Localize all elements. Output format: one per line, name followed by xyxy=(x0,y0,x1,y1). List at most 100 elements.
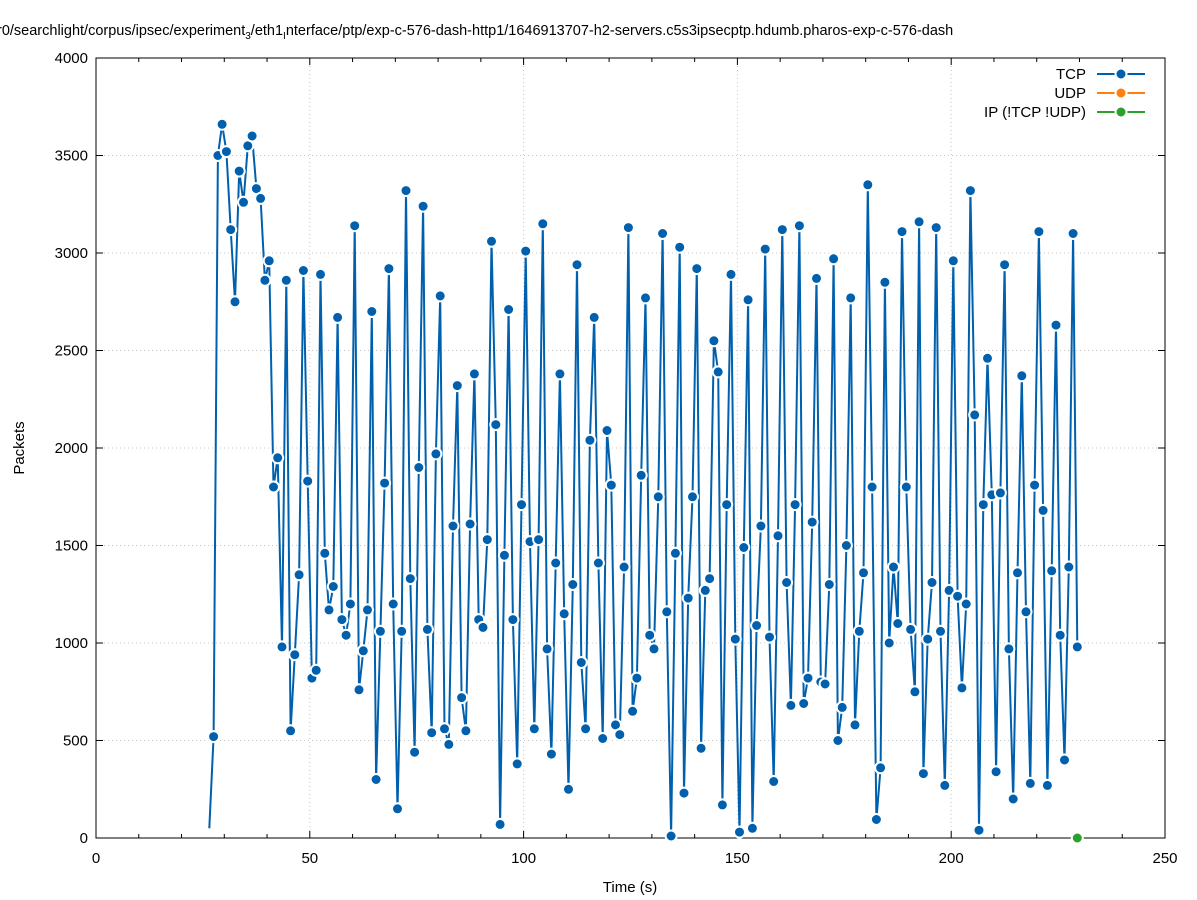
data-point xyxy=(506,613,520,627)
legend-marker xyxy=(1114,86,1128,100)
legend-label: IP (!TCP !UDP) xyxy=(984,104,1086,121)
data-point xyxy=(656,227,670,240)
data-point xyxy=(848,718,862,732)
data-point xyxy=(827,252,841,266)
data-point xyxy=(861,178,875,192)
data-point xyxy=(844,291,858,305)
data-point xyxy=(378,476,392,490)
y-tick-label: 3500 xyxy=(55,148,88,165)
chart-title-subscript-i: I xyxy=(283,31,286,42)
data-point xyxy=(715,798,729,812)
data-point xyxy=(553,367,567,381)
x-tick-label: 250 xyxy=(1152,850,1177,867)
data-point xyxy=(314,267,327,281)
data-point xyxy=(643,628,657,642)
data-point xyxy=(720,498,734,512)
data-point xyxy=(219,145,233,159)
data-point xyxy=(446,519,460,533)
data-point xyxy=(455,691,469,705)
data-point xyxy=(288,648,302,662)
data-point xyxy=(690,262,704,276)
series-layer xyxy=(207,117,1084,845)
data-point xyxy=(1070,640,1084,654)
data-point xyxy=(963,184,977,198)
data-point xyxy=(733,825,746,839)
data-point xyxy=(1066,227,1080,240)
data-point xyxy=(527,722,541,736)
chart-title-mid: /eth1 xyxy=(251,23,283,39)
data-point xyxy=(403,572,417,586)
data-point xyxy=(1040,778,1054,792)
data-point xyxy=(361,603,374,617)
data-point xyxy=(908,685,922,699)
legend-label: UDP xyxy=(1054,85,1086,102)
data-point xyxy=(373,624,387,638)
data-point xyxy=(489,418,503,432)
data-point xyxy=(420,622,434,636)
x-tick-label: 200 xyxy=(939,850,964,867)
data-point xyxy=(544,747,558,761)
series-line xyxy=(208,123,1079,837)
x-axis-label: Time (s) xyxy=(603,879,657,896)
data-point xyxy=(331,310,345,324)
data-point xyxy=(707,334,721,348)
data-point xyxy=(968,408,982,422)
data-point xyxy=(797,697,811,710)
data-point xyxy=(467,367,481,381)
data-point xyxy=(955,681,969,695)
data-point xyxy=(583,433,597,447)
data-point xyxy=(562,782,575,796)
series-ip-tcp-udp xyxy=(1070,831,1084,845)
data-point xyxy=(335,613,349,627)
data-point xyxy=(780,576,794,589)
y-tick-label: 1000 xyxy=(55,635,88,652)
data-point xyxy=(254,191,268,205)
data-point xyxy=(1053,628,1067,642)
data-point xyxy=(694,741,708,755)
data-point xyxy=(438,722,451,736)
data-point xyxy=(284,724,298,738)
data-point xyxy=(993,486,1007,500)
y-tick-label: 2500 xyxy=(55,343,88,360)
legend-label: TCP xyxy=(1056,66,1086,83)
data-point xyxy=(835,700,849,714)
data-point xyxy=(972,823,986,837)
data-point xyxy=(673,240,687,254)
data-point xyxy=(215,117,229,131)
data-point xyxy=(591,556,605,570)
data-point xyxy=(818,677,832,691)
data-point xyxy=(912,215,926,229)
data-point xyxy=(822,578,836,591)
data-point xyxy=(463,517,477,531)
data-point xyxy=(677,786,691,800)
data-point xyxy=(639,291,652,305)
data-point xyxy=(433,289,447,303)
data-point xyxy=(574,656,588,669)
data-point xyxy=(519,244,533,258)
data-point xyxy=(429,447,443,461)
data-point xyxy=(626,704,640,718)
data-point xyxy=(771,529,785,543)
data-point xyxy=(754,519,768,533)
data-point xyxy=(929,221,943,235)
series-tcp xyxy=(207,117,1084,843)
data-point xyxy=(938,778,952,792)
data-point xyxy=(784,698,798,712)
data-point xyxy=(728,632,742,646)
x-tick-label: 0 xyxy=(92,850,100,867)
data-point xyxy=(356,644,370,658)
data-point xyxy=(326,580,340,593)
data-point xyxy=(391,802,404,816)
data-point xyxy=(878,275,892,289)
data-point xyxy=(352,683,366,697)
data-point xyxy=(480,533,494,547)
data-point xyxy=(613,728,627,742)
chart-title: r0/searchlight/corpus/ipsec/experiment3/… xyxy=(0,23,953,42)
data-point xyxy=(587,310,601,324)
data-point xyxy=(946,254,960,268)
axis-ticks: 0 500 1000 1500 2000 2500 3000 3500 4000 0 50 100 15… xyxy=(55,50,1178,867)
data-point xyxy=(275,640,289,654)
data-point xyxy=(309,663,323,677)
data-point xyxy=(412,461,426,474)
